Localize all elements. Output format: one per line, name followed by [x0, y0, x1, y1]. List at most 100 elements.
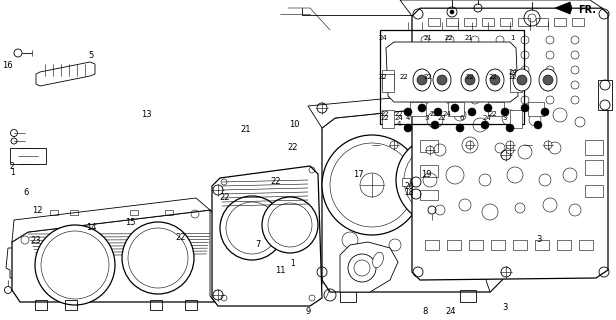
Circle shape — [521, 96, 529, 104]
Circle shape — [517, 75, 527, 85]
Circle shape — [41, 231, 109, 299]
Circle shape — [496, 81, 504, 89]
Circle shape — [546, 66, 554, 74]
Circle shape — [465, 245, 475, 255]
Polygon shape — [308, 90, 490, 128]
Text: 22: 22 — [176, 233, 187, 242]
Text: 16: 16 — [2, 61, 13, 70]
Text: 22: 22 — [488, 75, 497, 80]
Polygon shape — [12, 210, 230, 302]
Text: 15: 15 — [125, 218, 136, 227]
Text: 20: 20 — [404, 182, 414, 191]
Bar — [380, 30, 524, 124]
Circle shape — [521, 66, 529, 74]
Bar — [513, 240, 527, 250]
Circle shape — [446, 81, 454, 89]
Polygon shape — [412, 8, 608, 280]
Text: 3: 3 — [424, 116, 429, 121]
Circle shape — [495, 143, 505, 153]
Text: 8: 8 — [423, 307, 428, 316]
Circle shape — [521, 81, 529, 89]
Circle shape — [544, 141, 552, 149]
Bar — [535, 240, 549, 250]
Polygon shape — [322, 102, 504, 292]
Circle shape — [446, 36, 454, 44]
Circle shape — [549, 142, 561, 154]
Circle shape — [465, 75, 475, 85]
Circle shape — [437, 75, 447, 85]
Circle shape — [506, 124, 514, 132]
Text: 22: 22 — [438, 116, 447, 121]
Bar — [557, 240, 571, 250]
Text: 4: 4 — [405, 116, 410, 121]
Text: 24: 24 — [445, 307, 456, 316]
Circle shape — [575, 117, 585, 127]
Circle shape — [459, 199, 471, 211]
Circle shape — [128, 228, 188, 288]
Polygon shape — [10, 148, 46, 164]
Circle shape — [471, 36, 479, 44]
Circle shape — [431, 121, 439, 129]
Bar — [469, 240, 483, 250]
Text: 24: 24 — [508, 69, 517, 75]
Circle shape — [430, 170, 450, 190]
Circle shape — [534, 121, 542, 129]
Polygon shape — [382, 70, 394, 88]
Bar — [579, 240, 593, 250]
Circle shape — [473, 118, 487, 132]
Text: 3: 3 — [537, 235, 541, 244]
Circle shape — [496, 51, 504, 59]
Polygon shape — [528, 102, 544, 116]
Polygon shape — [555, 2, 572, 14]
Polygon shape — [448, 102, 464, 116]
Circle shape — [563, 168, 577, 182]
Circle shape — [502, 110, 518, 126]
Bar — [446, 18, 458, 26]
Circle shape — [435, 205, 445, 215]
Bar — [65, 300, 77, 310]
Bar — [70, 210, 78, 215]
Circle shape — [496, 36, 504, 44]
Circle shape — [571, 96, 579, 104]
Text: 9: 9 — [306, 307, 310, 316]
Bar — [491, 240, 505, 250]
Polygon shape — [400, 0, 602, 16]
Text: 17: 17 — [353, 170, 364, 179]
Text: 22: 22 — [508, 75, 517, 80]
Circle shape — [546, 96, 554, 104]
Text: 6: 6 — [23, 188, 28, 196]
Bar — [572, 18, 584, 26]
Text: 13: 13 — [141, 110, 152, 119]
Bar — [585, 140, 603, 155]
Circle shape — [468, 108, 476, 116]
Circle shape — [396, 136, 484, 224]
Polygon shape — [510, 110, 522, 128]
Circle shape — [471, 51, 479, 59]
Text: 4: 4 — [397, 121, 402, 127]
Text: 24: 24 — [395, 116, 403, 121]
Circle shape — [539, 174, 551, 186]
Text: 1: 1 — [290, 260, 295, 268]
Circle shape — [546, 51, 554, 59]
Text: FR.: FR. — [578, 5, 596, 15]
Bar — [598, 80, 612, 110]
Bar — [585, 185, 603, 197]
Bar — [130, 210, 138, 215]
Text: 1: 1 — [10, 168, 15, 177]
Polygon shape — [36, 62, 95, 86]
Text: 5: 5 — [89, 51, 94, 60]
Bar — [488, 150, 500, 158]
Bar — [488, 210, 500, 218]
Circle shape — [454, 109, 466, 121]
Text: 23: 23 — [30, 236, 41, 244]
Ellipse shape — [461, 69, 479, 91]
Circle shape — [571, 66, 579, 74]
Bar — [460, 290, 476, 302]
Text: 22: 22 — [379, 75, 387, 80]
Bar — [585, 160, 603, 175]
Circle shape — [389, 239, 401, 251]
Text: 22: 22 — [381, 116, 389, 121]
Circle shape — [466, 141, 474, 149]
Circle shape — [496, 96, 504, 104]
Circle shape — [507, 167, 523, 183]
